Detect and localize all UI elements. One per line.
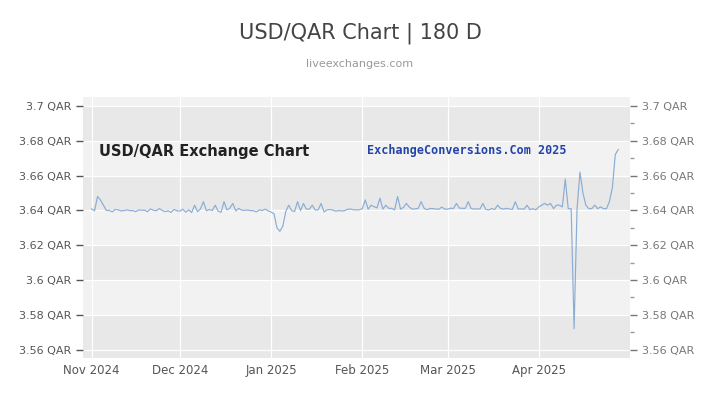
Bar <box>83 106 630 141</box>
Bar <box>83 280 630 315</box>
Bar <box>83 210 630 245</box>
Text: liveexchanges.com: liveexchanges.com <box>307 59 413 69</box>
Bar <box>83 176 630 211</box>
Bar <box>83 97 630 106</box>
Text: USD/QAR Exchange Chart: USD/QAR Exchange Chart <box>99 144 310 159</box>
Text: USD/QAR Chart | 180 D: USD/QAR Chart | 180 D <box>238 22 482 44</box>
Bar <box>83 141 630 176</box>
Text: ExchangeConversions.Com 2025: ExchangeConversions.Com 2025 <box>367 144 567 157</box>
Bar <box>83 350 630 358</box>
Bar <box>83 315 630 350</box>
Bar <box>83 245 630 280</box>
